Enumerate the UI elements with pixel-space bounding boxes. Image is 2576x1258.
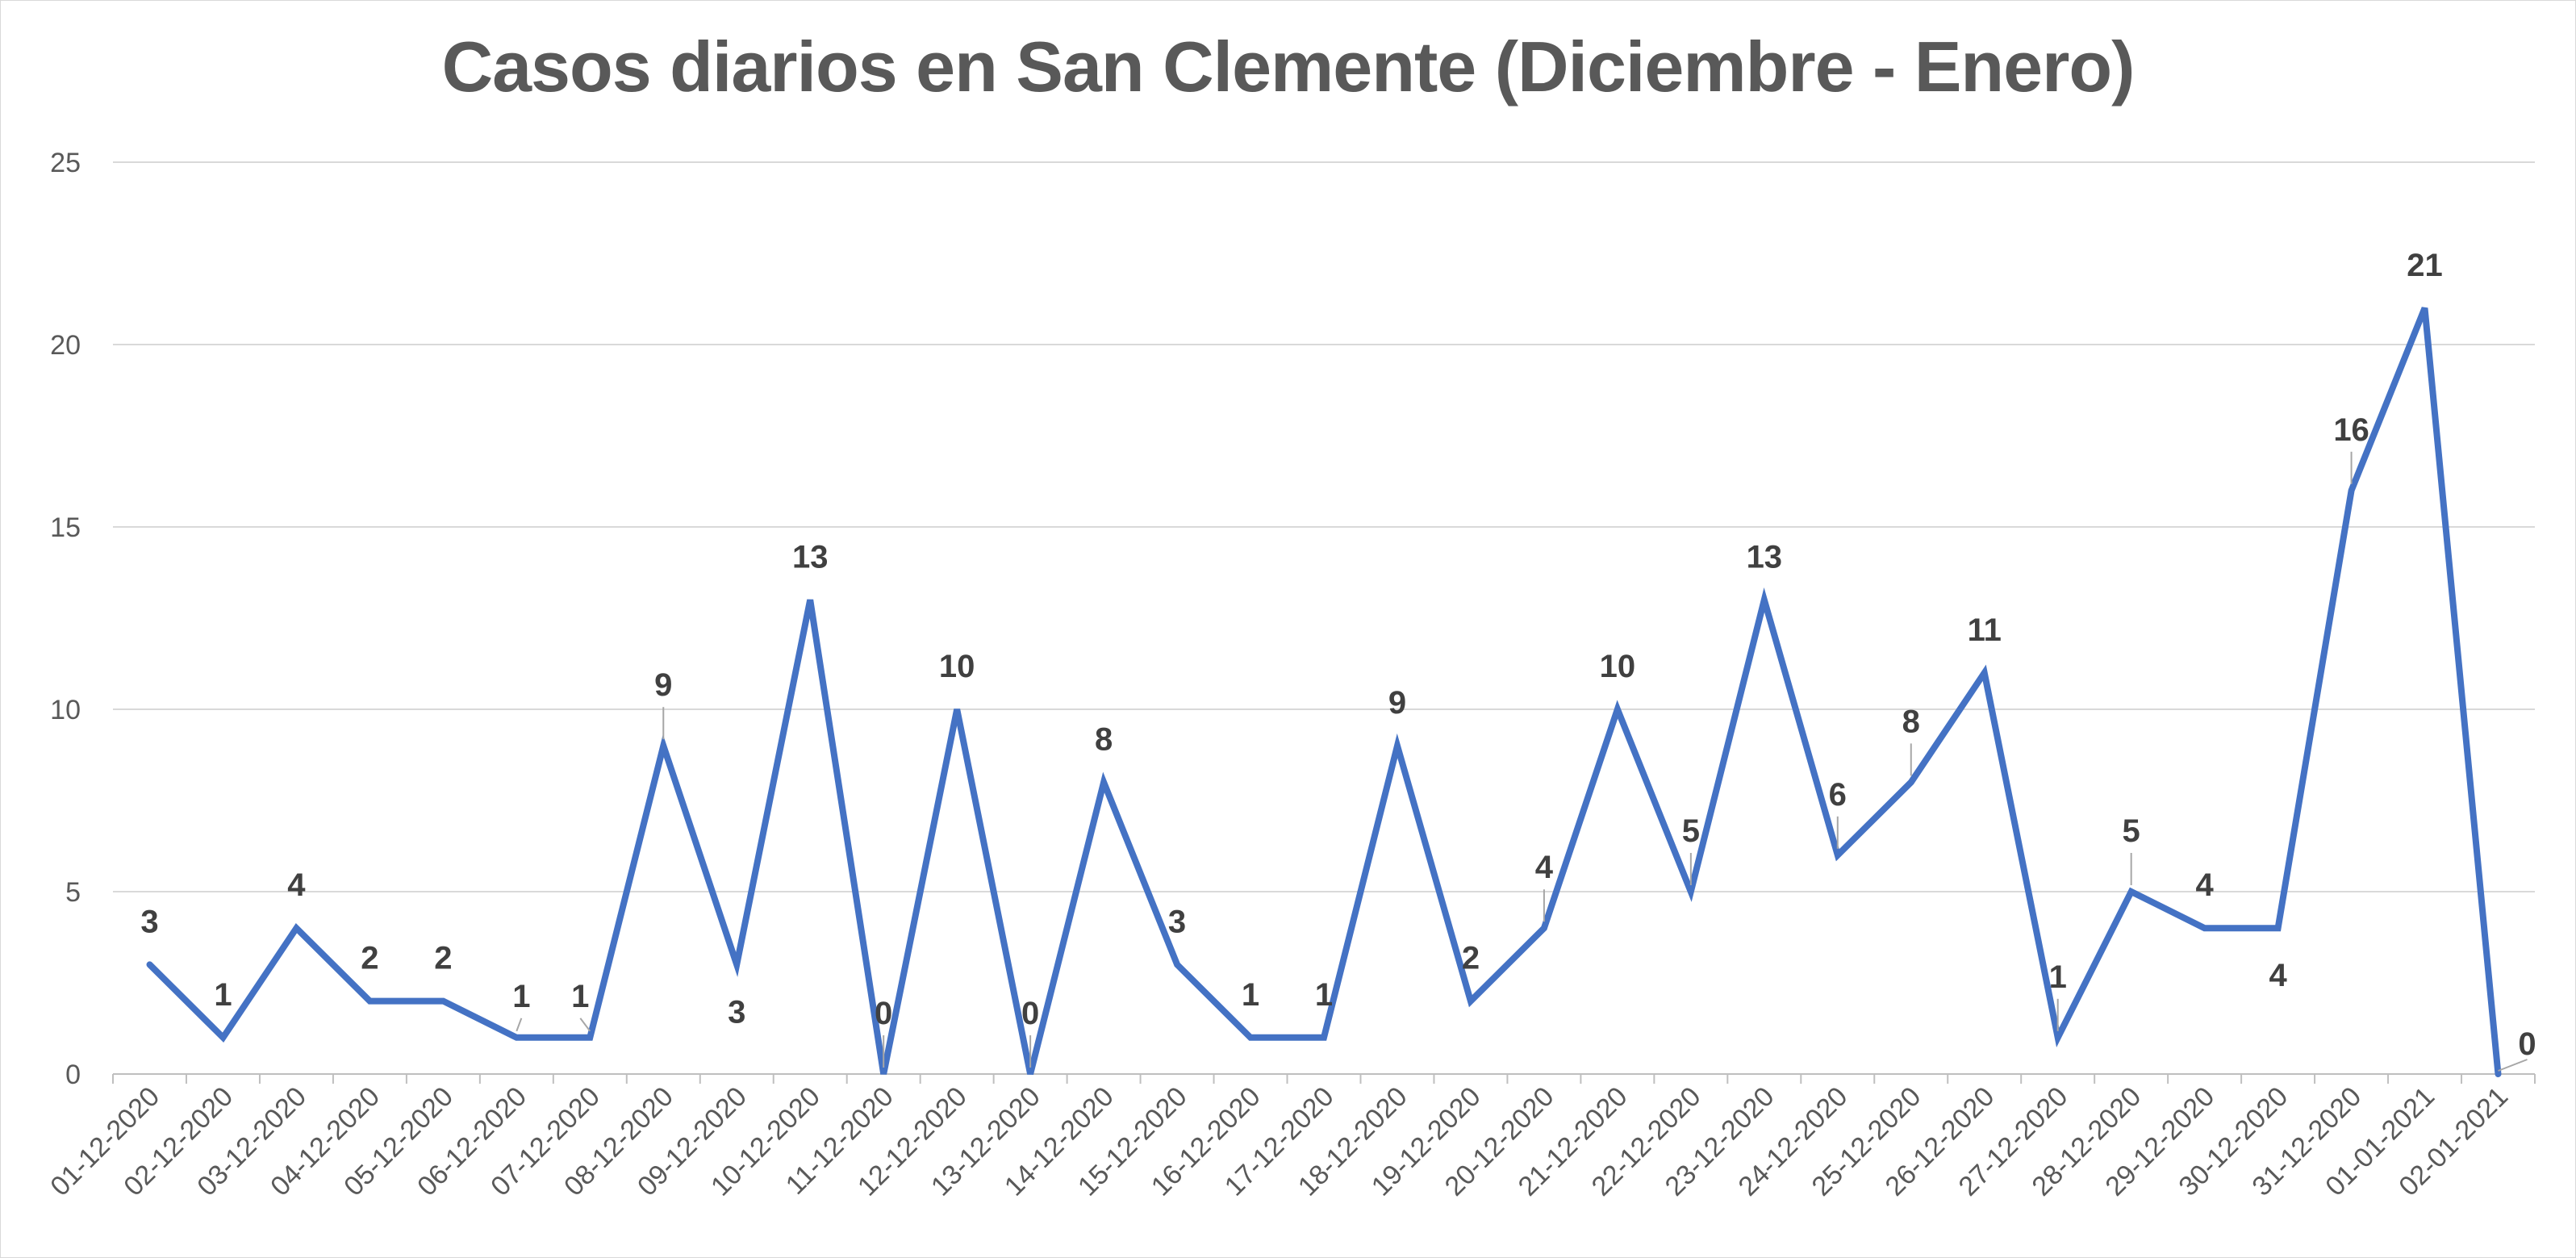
data-point — [1027, 1071, 1033, 1077]
data-label: 1 — [1315, 977, 1333, 1013]
data-label: 16 — [2333, 412, 2369, 448]
y-tick-label: 0 — [65, 1059, 81, 1090]
data-label: 2 — [361, 941, 378, 976]
series-cases — [146, 305, 2502, 1077]
data-label: 1 — [214, 977, 232, 1013]
x-axis-ticks: 01-12-202002-12-202003-12-202004-12-2020… — [44, 1081, 2514, 1202]
data-label: 11 — [1968, 612, 2002, 648]
y-axis-ticks: 0 5 10 15 20 25 — [50, 148, 81, 1090]
data-label: 13 — [792, 539, 829, 575]
data-point — [1468, 998, 1474, 1005]
data-point — [1247, 1034, 1254, 1041]
data-label: 8 — [1902, 704, 1920, 739]
data-point — [146, 961, 152, 968]
data-label: 5 — [2123, 813, 2140, 849]
data-label: 10 — [939, 649, 975, 684]
data-point — [1688, 888, 1694, 895]
data-label: 1 — [571, 979, 589, 1014]
y-tick-label: 15 — [50, 512, 81, 543]
data-label: 3 — [728, 994, 745, 1030]
y-tick-label: 5 — [65, 877, 81, 908]
data-point — [587, 1034, 593, 1041]
data-point — [2495, 1071, 2502, 1077]
data-label: 3 — [140, 904, 158, 939]
data-label: 9 — [1388, 685, 1406, 721]
data-label: 3 — [1168, 904, 1186, 939]
data-label: 13 — [1747, 539, 1783, 575]
data-point — [733, 961, 740, 968]
data-label: 0 — [1021, 996, 1039, 1031]
y-tick-label: 20 — [50, 330, 81, 361]
data-label: 5 — [1682, 813, 1700, 849]
data-label: 0 — [875, 996, 892, 1031]
data-point — [1908, 779, 1914, 785]
y-tick-label: 25 — [50, 148, 81, 178]
chart-title: Casos diarios en San Clemente (Diciembre… — [441, 27, 2136, 107]
data-point — [1541, 925, 1547, 931]
data-point — [807, 596, 813, 603]
label-leader-line — [516, 1018, 523, 1032]
data-point — [1394, 742, 1401, 749]
data-label: 10 — [1600, 649, 1636, 684]
data-point — [660, 742, 666, 749]
data-label: 0 — [2518, 1026, 2536, 1062]
data-point — [1321, 1034, 1327, 1041]
y-tick-label: 10 — [50, 695, 81, 725]
data-point — [513, 1034, 520, 1041]
data-point — [366, 998, 373, 1005]
data-point — [2055, 1034, 2061, 1041]
data-label: 1 — [1242, 977, 1259, 1013]
data-point — [1835, 852, 1841, 859]
data-point — [2128, 888, 2135, 895]
data-point — [1614, 706, 1621, 713]
data-label: 1 — [512, 979, 530, 1014]
data-label: 1 — [2049, 959, 2067, 995]
data-point — [293, 925, 299, 931]
data-point — [219, 1034, 226, 1041]
data-point — [2202, 925, 2208, 931]
data-label: 9 — [654, 667, 672, 703]
data-point — [1174, 961, 1180, 968]
data-point — [2275, 925, 2282, 931]
data-label: 6 — [1829, 777, 1847, 813]
data-label: 4 — [2269, 958, 2287, 993]
data-point — [440, 998, 446, 1005]
data-label: 4 — [287, 867, 306, 903]
data-point — [1100, 779, 1107, 785]
data-point — [954, 706, 960, 713]
label-leader-line — [2498, 1059, 2528, 1072]
data-label: 2 — [1462, 941, 1480, 976]
gridlines — [113, 161, 2535, 892]
data-point — [1761, 596, 1768, 603]
x-axis — [112, 1073, 2536, 1084]
data-label: 8 — [1095, 721, 1113, 757]
data-point — [2348, 487, 2355, 494]
series-line — [146, 307, 2502, 1077]
data-label: 4 — [1535, 850, 1554, 885]
label-leader-line — [579, 1018, 591, 1032]
data-point — [2422, 305, 2428, 311]
data-point — [880, 1071, 887, 1077]
data-point — [1981, 670, 1988, 676]
data-label: 21 — [2407, 248, 2443, 283]
data-label: 2 — [434, 941, 452, 976]
label-leader-lines — [516, 451, 2528, 1072]
data-label: 4 — [2196, 867, 2215, 903]
